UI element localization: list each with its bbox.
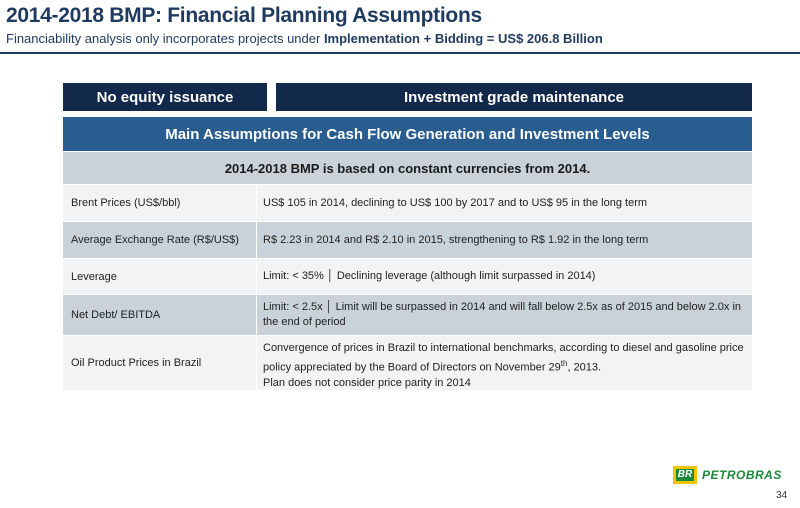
- assumptions-subheader: 2014-2018 BMP is based on constant curre…: [63, 152, 752, 184]
- investment-grade-box: Investment grade maintenance: [276, 83, 752, 111]
- table-row: Leverage Limit: < 35% │ Declining levera…: [63, 259, 752, 295]
- no-equity-box: No equity issuance: [63, 83, 267, 111]
- row-value: Limit: < 35% │ Declining leverage (altho…: [263, 270, 596, 282]
- row-label: Average Exchange Rate (R$/US$): [63, 222, 257, 258]
- row-value-line1: Convergence of prices in Brazil to inter…: [263, 342, 744, 374]
- assumptions-table: Brent Prices (US$/bbl) US$ 105 in 2014, …: [63, 185, 752, 391]
- row-value: Convergence of prices in Brazil to inter…: [257, 336, 752, 390]
- assumptions-header: Main Assumptions for Cash Flow Generatio…: [63, 117, 752, 151]
- table-row: Oil Product Prices in Brazil Convergence…: [63, 336, 752, 391]
- row-label: Net Debt/ EBITDA: [63, 295, 257, 335]
- page-title: 2014-2018 BMP: Financial Planning Assump…: [6, 4, 482, 27]
- page-number: 34: [776, 490, 788, 501]
- logo-mark-text: BR: [675, 469, 695, 481]
- row-label: Leverage: [63, 259, 257, 294]
- petrobras-logo: BR PETROBRAS: [673, 466, 782, 484]
- row-label: Brent Prices (US$/bbl): [63, 185, 257, 221]
- row-value: Limit: < 2.5x │ Limit will be surpassed …: [263, 301, 742, 328]
- page-subtitle: Financiability analysis only incorporate…: [6, 31, 603, 46]
- row-value: US$ 105 in 2014, declining to US$ 100 by…: [263, 196, 648, 209]
- table-row: Average Exchange Rate (R$/US$) R$ 2.23 i…: [63, 222, 752, 259]
- table-row: Brent Prices (US$/bbl) US$ 105 in 2014, …: [63, 185, 752, 222]
- subtitle-prefix: Financiability analysis only incorporate…: [6, 31, 324, 46]
- subtitle-bold: Implementation + Bidding = US$ 206.8 Bil…: [323, 31, 603, 46]
- title-divider: [0, 52, 800, 54]
- row-value: R$ 2.23 in 2014 and R$ 2.10 in 2015, str…: [263, 233, 649, 246]
- table-row: Net Debt/ EBITDA Limit: < 2.5x │ Limit w…: [63, 295, 752, 336]
- logo-text: PETROBRAS: [702, 468, 782, 482]
- row-value-line1-end: , 2013.: [567, 361, 602, 374]
- row-value-sup: th: [560, 359, 568, 368]
- br-logo-icon: BR: [673, 466, 697, 484]
- row-value-line2: Plan does not consider price parity in 2…: [263, 376, 471, 389]
- row-label: Oil Product Prices in Brazil: [63, 336, 257, 390]
